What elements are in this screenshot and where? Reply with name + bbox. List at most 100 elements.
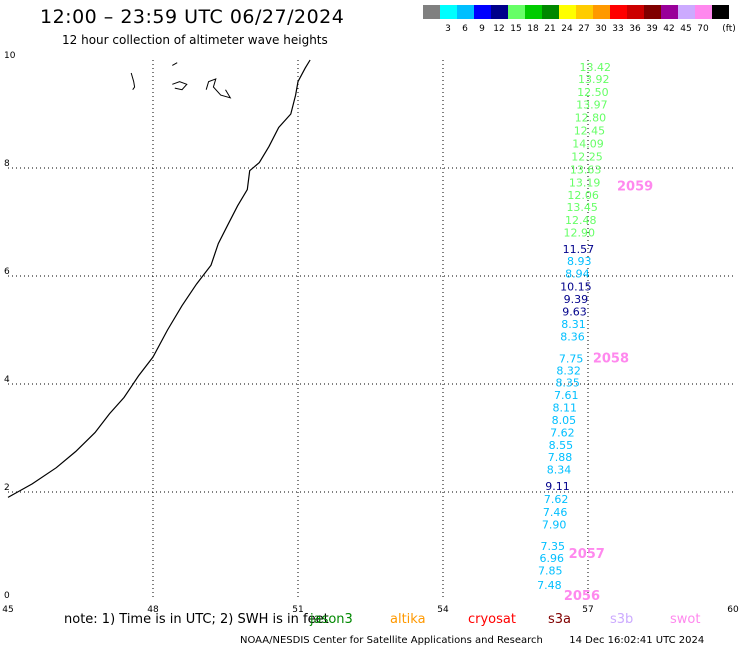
scale-label: 12: [493, 24, 505, 34]
wave-height-value: 12.06: [567, 189, 599, 202]
lat-tick-label: 4: [4, 375, 10, 385]
scale-swatch: [695, 5, 712, 19]
scale-swatch: [559, 5, 576, 19]
wave-height-value: 13.63: [570, 163, 602, 176]
wave-height-value: 8.94: [565, 268, 590, 281]
wave-height-value: 11.57: [563, 243, 595, 256]
wave-height-value: 8.11: [553, 402, 578, 415]
wave-height-value: 7.75: [559, 352, 584, 365]
scale-label: 24: [561, 24, 573, 34]
scale-swatch: [491, 5, 508, 19]
lat-tick-label: 10: [4, 51, 16, 61]
satellite-altika: altika: [390, 612, 426, 627]
wave-height-value: 13.92: [578, 73, 610, 86]
scale-swatch: [644, 5, 661, 19]
satellite-jason3: jason3: [310, 612, 353, 627]
scale-swatch: [525, 5, 542, 19]
wave-height-value: 13.45: [566, 201, 598, 214]
wave-height-value: 8.35: [555, 377, 580, 390]
wave-height-value: 7.46: [543, 506, 568, 519]
scale-label: 30: [595, 24, 607, 34]
wave-height-value: 13.42: [580, 61, 612, 74]
scale-label: 21: [544, 24, 556, 34]
footer-credit: NOAA/NESDIS Center for Satellite Applica…: [240, 635, 704, 646]
scale-swatch: [712, 5, 729, 19]
scale-label: 3: [445, 24, 451, 34]
wave-height-value: 7.62: [550, 426, 575, 439]
lat-tick-label: 0: [4, 591, 10, 601]
footer-agency: NOAA/NESDIS Center for Satellite Applica…: [240, 635, 543, 646]
satellite-s3b: s3b: [610, 612, 634, 627]
lon-tick-label: 57: [582, 605, 593, 615]
wave-height-value: 7.88: [548, 451, 573, 464]
scale-swatch: [593, 5, 610, 19]
wave-height-value: 13.19: [569, 176, 601, 189]
satellite-s3a: s3a: [548, 612, 572, 627]
wave-height-value: 14.09: [572, 137, 604, 150]
orbit-number-label: 2056: [564, 589, 600, 604]
scale-label: 39: [646, 24, 658, 34]
footer-timestamp: 14 Dec 16:02:41 UTC 2024: [569, 635, 705, 646]
scale-swatch: [661, 5, 678, 19]
lon-tick-label: 60: [727, 605, 739, 615]
scale-label: 70: [697, 24, 709, 34]
lon-tick-label: 45: [2, 605, 13, 615]
wave-height-value: 12.48: [565, 214, 597, 227]
island-outline: [205, 78, 232, 99]
scale-swatch: [440, 5, 457, 19]
wave-height-value: 13.97: [576, 99, 608, 112]
wave-height-value: 8.31: [561, 318, 586, 331]
wave-height-value: 8.55: [549, 439, 574, 452]
scale-swatch: [576, 5, 593, 19]
island-outline: [130, 72, 136, 90]
island-outline: [172, 62, 178, 66]
wave-height-value: 7.35: [540, 540, 565, 553]
wave-height-value: 7.62: [544, 493, 569, 506]
wave-height-value: 9.39: [564, 293, 589, 306]
wave-height-value: 9.11: [545, 480, 570, 493]
wave-height-value: 8.36: [560, 330, 585, 343]
scale-label: 15: [510, 24, 522, 34]
scale-unit: (ft): [722, 24, 736, 34]
orbit-number-label: 2058: [593, 351, 629, 366]
page-title: 12:00 – 23:59 UTC 06/27/2024: [40, 6, 345, 28]
scale-label: 27: [578, 24, 590, 34]
satellite-cryosat: cryosat: [468, 612, 516, 627]
wave-height-value: 12.90: [564, 227, 596, 240]
wave-height-value: 7.85: [538, 565, 563, 578]
note-text: note: 1) Time is in UTC; 2) SWH is in fe…: [64, 612, 329, 627]
wave-height-value: 9.63: [562, 305, 587, 318]
wave-height-value: 12.45: [574, 125, 606, 138]
scale-label: 42: [663, 24, 675, 34]
scale-swatch: [610, 5, 627, 19]
scale-swatch: [542, 5, 559, 19]
orbit-number-label: 2059: [617, 180, 653, 195]
lon-tick-label: 48: [147, 605, 159, 615]
wave-height-value: 12.50: [577, 86, 609, 99]
scale-swatch: [678, 5, 695, 19]
lat-tick-label: 8: [4, 159, 10, 169]
lon-tick-label: 51: [292, 605, 303, 615]
scale-label: 18: [527, 24, 539, 34]
scale-label: 6: [462, 24, 468, 34]
lat-tick-label: 6: [4, 267, 10, 277]
island-outline: [172, 81, 188, 91]
wave-height-value: 6.96: [540, 552, 565, 565]
lon-tick-label: 54: [437, 605, 449, 615]
wave-height-value: 7.61: [554, 389, 579, 402]
wave-height-value: 7.90: [542, 519, 567, 532]
scale-swatch: [457, 5, 474, 19]
scale-label: 9: [479, 24, 485, 34]
wave-height-value: 10.15: [560, 281, 592, 294]
wave-height-value: 12.80: [575, 112, 607, 125]
page-subtitle: 12 hour collection of altimeter wave hei…: [62, 33, 328, 47]
scale-swatch: [508, 5, 525, 19]
wave-height-value: 8.34: [547, 464, 572, 477]
scale-label: 33: [612, 24, 624, 34]
orbit-number-label: 2057: [569, 547, 605, 562]
wave-height-value: 8.32: [556, 364, 581, 377]
scale-swatch: [474, 5, 491, 19]
wave-height-value: 8.05: [552, 414, 577, 427]
scale-swatch: [627, 5, 644, 19]
